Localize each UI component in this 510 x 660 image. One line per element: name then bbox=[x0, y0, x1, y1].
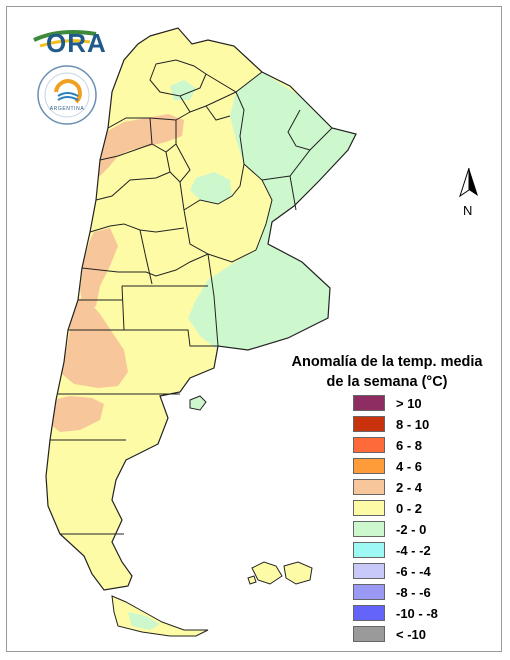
legend-item: -2 - 0 bbox=[353, 521, 473, 539]
legend-swatch bbox=[353, 458, 385, 474]
anomaly-zone-negative-central bbox=[190, 172, 232, 204]
legend-label: -8 - -6 bbox=[396, 585, 431, 600]
legend-label: -2 - 0 bbox=[396, 522, 427, 537]
anomaly-zone-negative-northeast bbox=[188, 72, 356, 352]
legend-item: -8 - -6 bbox=[353, 584, 473, 602]
legend-item: 4 - 6 bbox=[353, 458, 473, 476]
tierra-del-fuego-anomaly bbox=[128, 612, 160, 630]
legend-swatch bbox=[353, 479, 385, 495]
map-frame bbox=[6, 6, 502, 652]
smn-logo bbox=[37, 65, 97, 125]
legend-swatch bbox=[353, 521, 385, 537]
legend-item: < -10 bbox=[353, 626, 473, 644]
ora-logo-text: ORA bbox=[46, 28, 107, 58]
legend-swatch bbox=[353, 605, 385, 621]
north-label: N bbox=[463, 203, 473, 218]
legend-swatch bbox=[353, 626, 385, 642]
legend-item: 6 - 8 bbox=[353, 437, 473, 455]
smn-logo-text: ARGENTINA bbox=[49, 106, 85, 112]
legend-label: 4 - 6 bbox=[396, 459, 423, 474]
tierra-del-fuego bbox=[111, 595, 209, 637]
province-borders bbox=[45, 27, 357, 591]
legend-title-line-2: de la semana (°C) bbox=[326, 374, 448, 390]
legend-swatch bbox=[353, 542, 385, 558]
legend-swatch bbox=[353, 395, 385, 411]
north-arrow-icon bbox=[459, 167, 478, 198]
legend-label: 2 - 4 bbox=[396, 480, 423, 495]
malvinas-islands bbox=[247, 561, 313, 585]
anomaly-zone-positive-northwest bbox=[96, 114, 184, 178]
anomaly-zone-positive-patagonia-south bbox=[50, 396, 104, 432]
legend-item: > 10 bbox=[353, 395, 473, 413]
legend-title-line-1: Anomalía de la temp. media bbox=[291, 354, 483, 370]
legend-swatch bbox=[353, 563, 385, 579]
legend-label: -10 - -8 bbox=[396, 606, 438, 621]
legend-title: Anomalía de la temp. media de la semana … bbox=[282, 352, 492, 392]
legend-item: -6 - -4 bbox=[353, 563, 473, 581]
legend-swatch bbox=[353, 584, 385, 600]
anomaly-zone-positive-patagonia-north bbox=[62, 298, 128, 388]
legend-item: 8 - 10 bbox=[353, 416, 473, 434]
legend-swatch bbox=[353, 416, 385, 432]
legend-item: 0 - 2 bbox=[353, 500, 473, 518]
legend-label: > 10 bbox=[396, 396, 422, 411]
legend-label: -4 - -2 bbox=[396, 543, 431, 558]
legend-swatch bbox=[353, 500, 385, 516]
legend-swatch bbox=[353, 437, 385, 453]
legend-label: 0 - 2 bbox=[396, 501, 423, 516]
legend-label: < -10 bbox=[396, 627, 426, 642]
legend-item: 2 - 4 bbox=[353, 479, 473, 497]
legend-item: -4 - -2 bbox=[353, 542, 473, 560]
legend-label: -6 - -4 bbox=[396, 564, 431, 579]
peninsula-valdes bbox=[189, 395, 207, 411]
legend-label: 8 - 10 bbox=[396, 417, 430, 432]
legend-label: 6 - 8 bbox=[396, 438, 423, 453]
legend-item: -10 - -8 bbox=[353, 605, 473, 623]
ora-logo bbox=[33, 30, 97, 48]
